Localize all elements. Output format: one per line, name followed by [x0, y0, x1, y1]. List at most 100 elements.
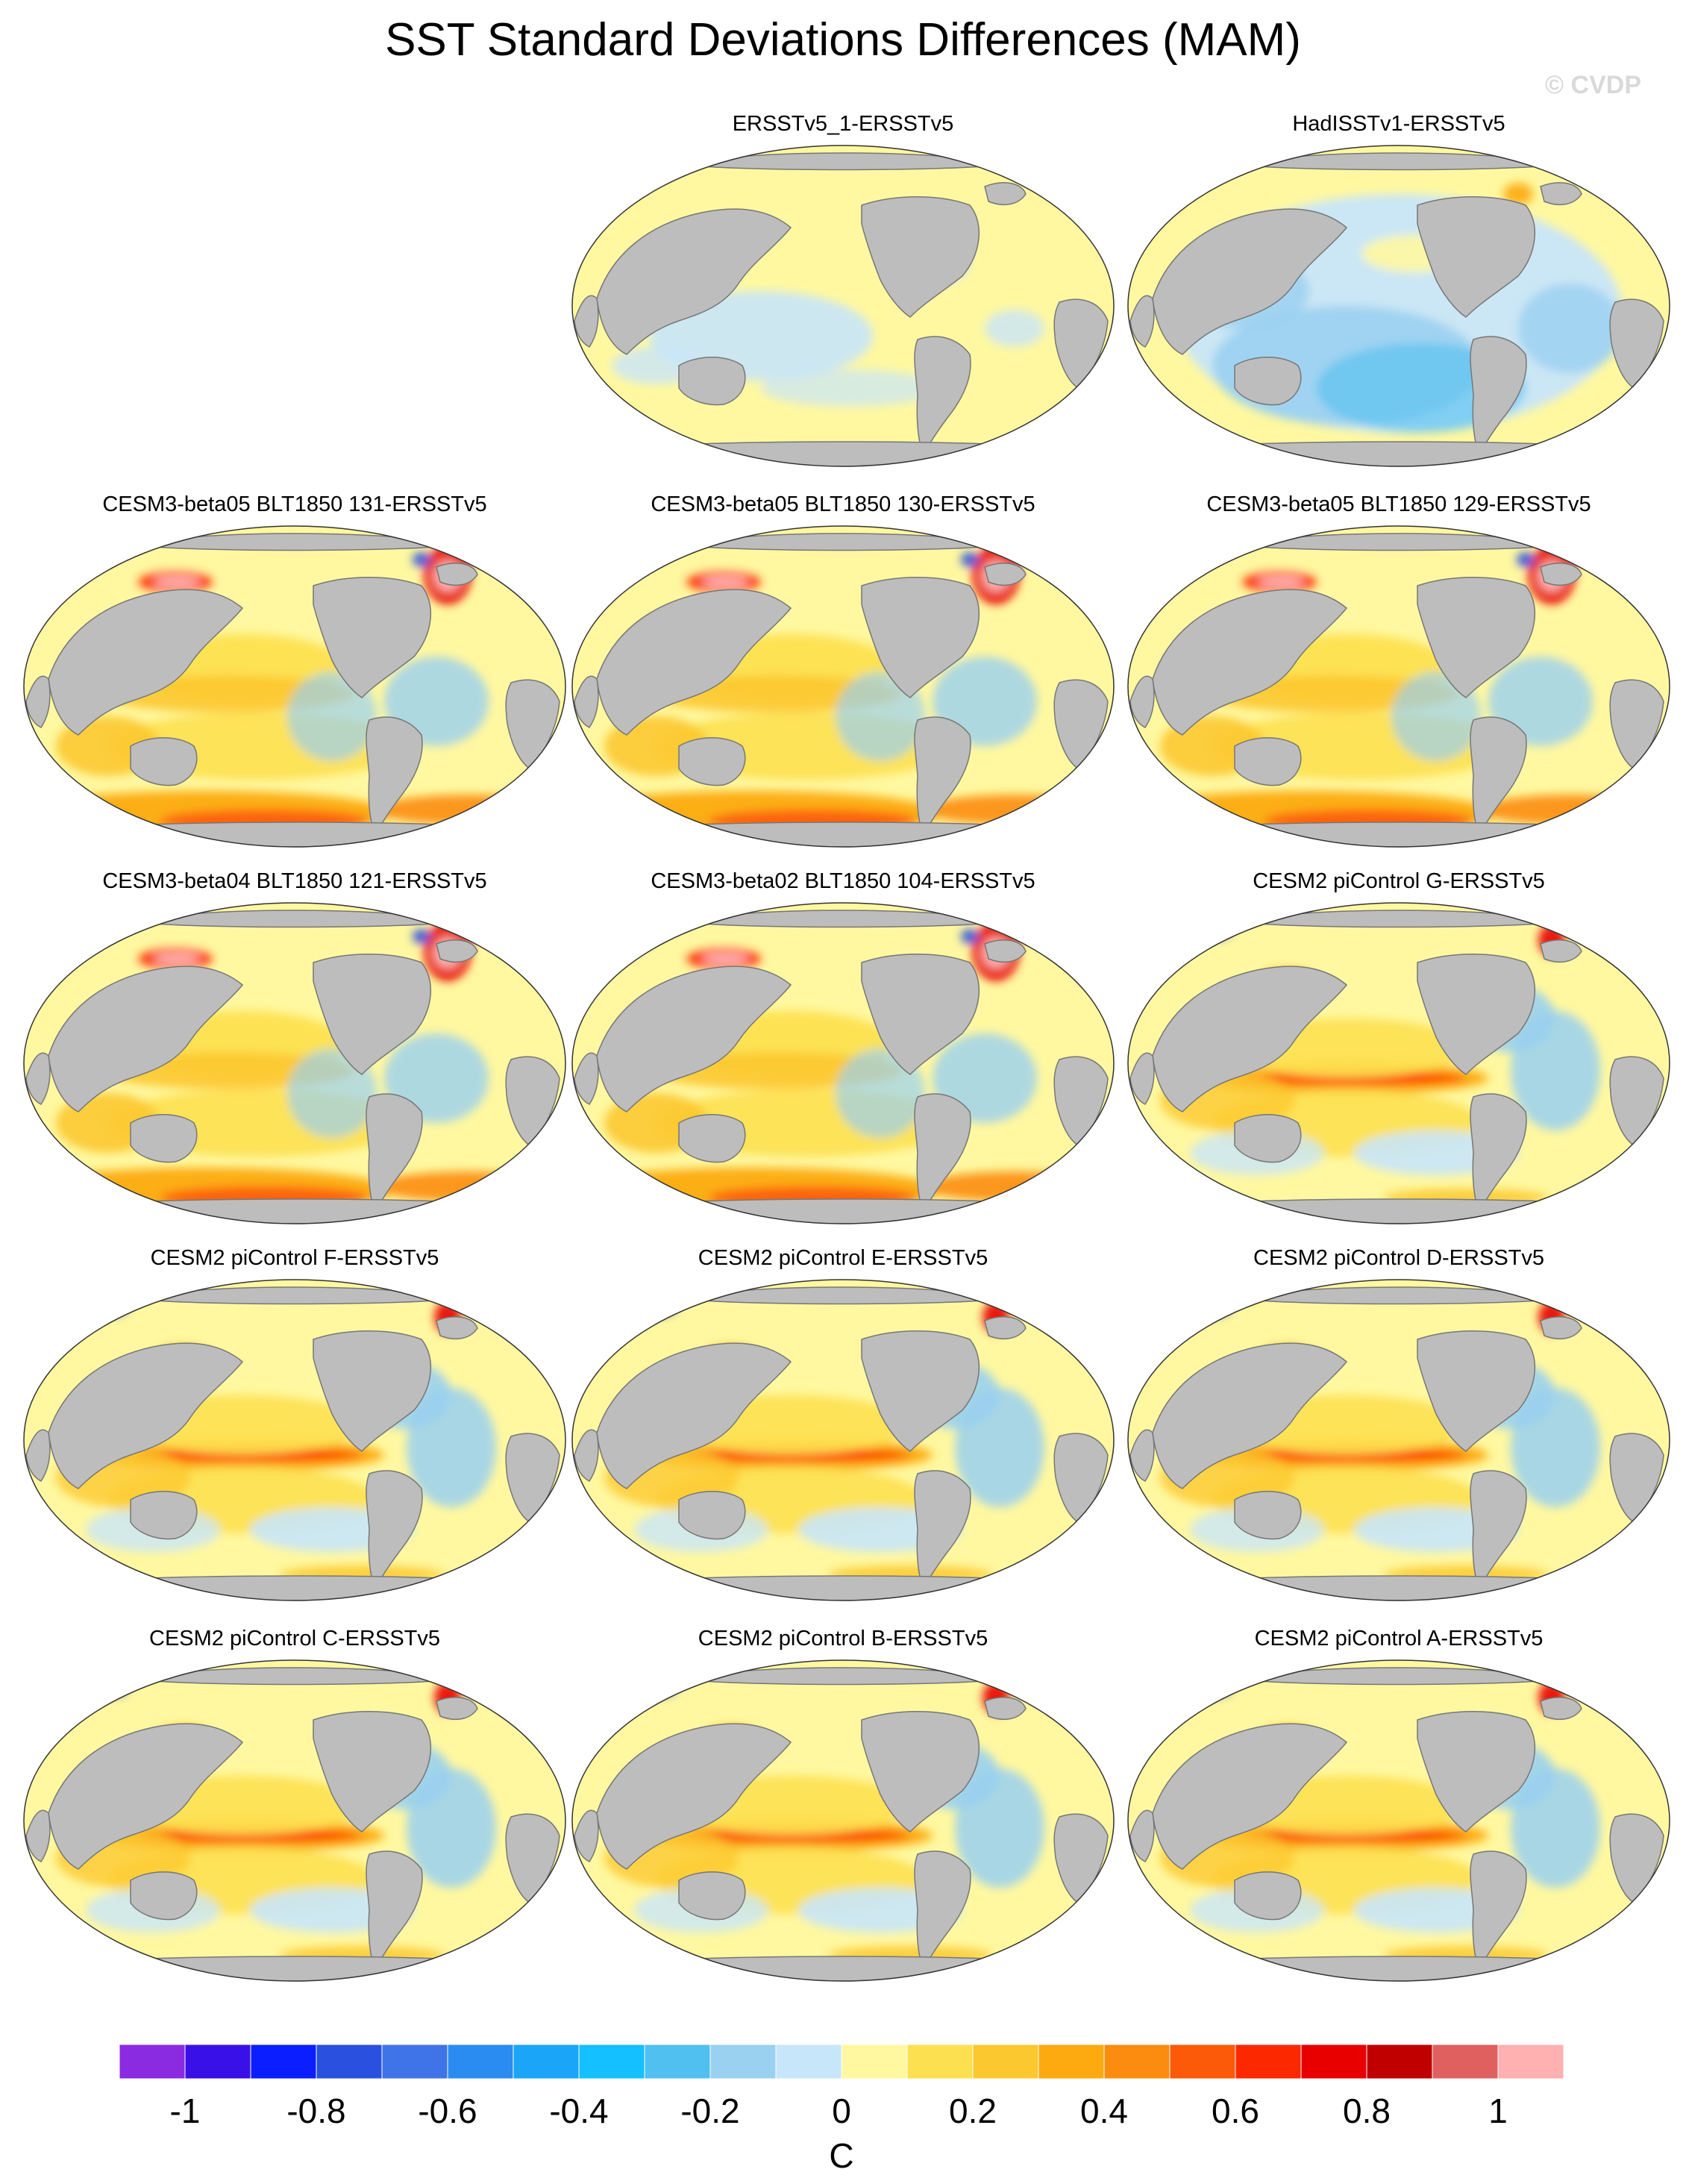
panel-title: CESM3-beta02 BLT1850 104-ERSSTv5: [651, 869, 1035, 893]
land-mass: [366, 1850, 423, 1971]
land-mass: [1152, 966, 1348, 1113]
anomaly-region: [90, 1304, 127, 1315]
land-mass: [1152, 1723, 1348, 1870]
anomaly-region: [413, 552, 430, 567]
land-mass: [1129, 295, 1155, 348]
panel-title: CESM2 piControl A-ERSSTv5: [1254, 1627, 1544, 1650]
land-mass: [984, 1316, 1027, 1340]
land-mass: [130, 1871, 198, 1921]
colorbar-swatch: [1300, 2044, 1367, 2080]
colorbar-swatch: [709, 2044, 777, 2080]
map-border: [1127, 902, 1670, 1224]
colorbar-swatch: [1235, 2044, 1302, 2080]
anomaly-region: [1259, 577, 1303, 587]
anomaly-region: [761, 369, 940, 407]
anomaly-region: [1517, 552, 1535, 567]
map-panel: CESM3-beta05 BLT1850 131-ERSSTv5: [19, 492, 571, 858]
world-map: [571, 1279, 1115, 1601]
anomaly-region: [413, 929, 430, 944]
colorbar-swatch: [1432, 2044, 1499, 2080]
land-mass: [366, 716, 423, 837]
land-mass: [1470, 1850, 1527, 1971]
land-mass: [1234, 152, 1564, 171]
panel-title: CESM3-beta04 BLT1850 121-ERSSTv5: [102, 869, 487, 893]
anomaly-region: [638, 1304, 675, 1315]
land-mass: [574, 295, 599, 348]
land-mass: [1212, 1575, 1586, 1601]
world-map: [1127, 525, 1670, 848]
anomaly-region: [925, 795, 1104, 825]
land-mass: [1417, 954, 1535, 1075]
land-mass: [25, 1052, 51, 1105]
world-map: [23, 902, 566, 1224]
colorbar-tick-label: 0: [832, 2091, 851, 2130]
land-mass: [678, 1114, 746, 1163]
colorbar: -1 -0.8 -0.6 -0.4 -0.2 0 0.2 0.4 0.6 0.8 1 C: [119, 2044, 1564, 2175]
land-mass: [914, 336, 971, 457]
land-mass: [130, 1286, 460, 1305]
land-mass: [678, 357, 746, 406]
land-mass: [596, 1723, 792, 1870]
land-mass: [1417, 577, 1535, 698]
colorbar-swatch: [250, 2044, 317, 2080]
land-mass: [366, 1470, 423, 1591]
land-mass: [914, 1850, 971, 1971]
world-map: [23, 1659, 566, 1982]
land-mass: [1234, 910, 1564, 928]
land-mass: [130, 1491, 198, 1540]
map-panel: CESM2 piControl G-ERSSTv5: [1123, 869, 1675, 1235]
land-mass: [1234, 533, 1564, 551]
world-map: [1127, 1659, 1670, 1982]
land-mass: [1234, 1871, 1302, 1921]
land-mass: [107, 1575, 482, 1601]
panel-title: CESM2 piControl E-ERSSTv5: [698, 1246, 988, 1270]
land-mass: [1470, 716, 1527, 837]
land-mass: [914, 1093, 971, 1214]
map-border: [23, 1659, 566, 1982]
colorbar-swatch: [1038, 2044, 1105, 2080]
land-mass: [1212, 1956, 1586, 1981]
land-mass: [1540, 1316, 1582, 1340]
land-mass: [1212, 822, 1586, 847]
world-map: [571, 525, 1115, 848]
land-mass: [366, 1093, 423, 1214]
land-mass: [1234, 1491, 1302, 1540]
land-mass: [861, 954, 980, 1075]
anomaly-region: [836, 1048, 925, 1138]
colorbar-swatch: [972, 2044, 1039, 2080]
land-mass: [656, 1575, 1030, 1601]
page-title: SST Standard Deviations Differences (MAM…: [385, 14, 1301, 66]
map-border: [23, 902, 566, 1224]
world-map: [23, 525, 566, 848]
land-mass: [130, 910, 460, 928]
land-mass: [1234, 1667, 1564, 1686]
land-mass: [861, 1711, 980, 1833]
land-mass: [107, 822, 482, 847]
map-border: [23, 1279, 566, 1601]
land-mass: [861, 196, 980, 318]
land-mass: [656, 1956, 1030, 1981]
land-mass: [678, 737, 746, 786]
anomaly-region: [925, 1171, 1104, 1201]
map-panels: ERSSTv5_1-ERSSTv5 HadISSTv1-ERSSTv5 CESM3-…: [19, 112, 1675, 1982]
land-mass: [678, 1871, 746, 1921]
map-border: [571, 902, 1115, 1224]
watermark: © CVDP: [1545, 71, 1641, 99]
colorbar-swatch: [316, 2044, 383, 2080]
land-mass: [1212, 441, 1586, 466]
colorbar-swatch: [1169, 2044, 1236, 2080]
land-mass: [861, 577, 980, 698]
land-mass: [1234, 1286, 1564, 1305]
colorbar-tick-label: 1: [1488, 2091, 1508, 2130]
land-mass: [678, 1286, 1008, 1305]
world-map: [571, 902, 1115, 1224]
colorbar-tick-label: 0.2: [949, 2091, 997, 2130]
anomaly-region: [287, 1048, 377, 1138]
panel-title: ERSSTv5_1-ERSSTv5: [732, 112, 954, 136]
world-map: [23, 1279, 566, 1601]
anomaly-region: [1481, 795, 1660, 825]
anomaly-region: [154, 577, 199, 587]
land-mass: [984, 182, 1027, 206]
land-mass: [1152, 1342, 1348, 1489]
colorbar-tick-label: -0.6: [418, 2091, 477, 2130]
